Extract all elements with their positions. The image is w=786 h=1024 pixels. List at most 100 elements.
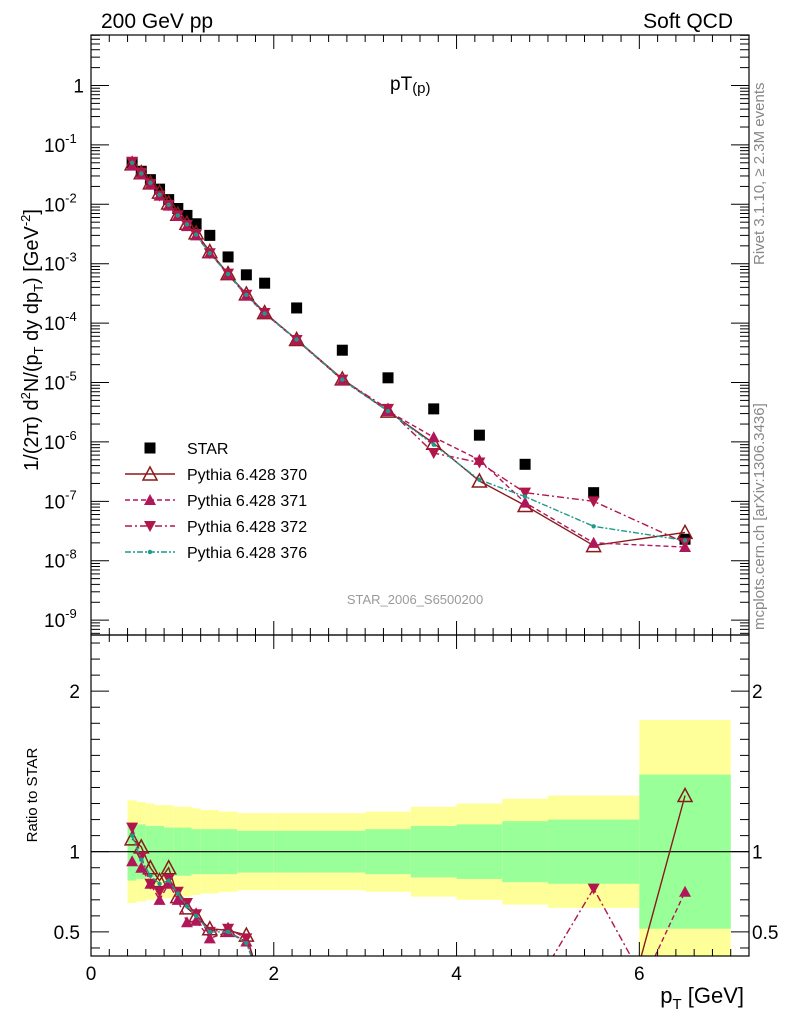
ratio-point-2-3: [153, 886, 166, 898]
data-point-3-18: [587, 496, 600, 508]
ratio-ylabel: Ratio to STAR: [24, 747, 41, 842]
ratio-point-2-2: [144, 878, 157, 890]
data-point-2-18: [587, 536, 600, 548]
y-tick-label: 10-8: [44, 547, 77, 573]
data-point-0-17: [519, 458, 531, 470]
plot-title-main: pT: [390, 74, 413, 95]
data-point-0-15: [428, 403, 440, 415]
legend-label-4: Pythia 6.428 376: [187, 545, 307, 562]
data-point-4-19: [682, 538, 688, 543]
data-point-0-11: [259, 277, 271, 289]
data-point-4-5: [175, 213, 181, 218]
legend-label-1: Pythia 6.428 370: [187, 467, 307, 484]
axes: 0 2 4 6 1 10-1 10-2 10-3 10-4 10-5 10-6 10-7 10-8 10-…: [44, 34, 778, 985]
legend: STAR Pythia 6.428 370 Pythia 6.428 371 Pyth…: [125, 441, 307, 562]
ratio-point-0-4: [160, 859, 177, 875]
ratio-line-3: [131, 835, 252, 956]
data-point-4-2: [148, 180, 153, 186]
data-point-0-4: [163, 194, 175, 206]
y-tick-label: 10-7: [44, 487, 77, 513]
data-point-4-14: [385, 408, 391, 414]
x-tick-label: 0: [86, 964, 97, 985]
data-point-4-10: [244, 292, 249, 297]
ratio-point-3-9: [225, 929, 231, 935]
data-point-3-15: [427, 448, 440, 460]
ratio-point-3-7: [193, 913, 199, 919]
legend-label-2: Pythia 6.428 371: [187, 493, 307, 510]
data-point-4-13: [340, 377, 345, 382]
ratio-point-1-3: [153, 893, 166, 905]
ratio-point-1-1: [135, 861, 148, 873]
legend-marker-2: [144, 494, 156, 505]
data-point-0-18: [588, 487, 600, 499]
data-point-2-15: [427, 431, 440, 443]
ratio-point-3-4: [166, 878, 171, 883]
y-tick-label: 10-6: [44, 428, 77, 454]
ratio-point-0-13: [676, 786, 694, 803]
data-point-1-14: [379, 402, 397, 418]
legend-marker-4: [147, 549, 153, 555]
data-point-4-4: [166, 202, 171, 208]
data-point-0-10: [240, 269, 252, 281]
data-point-0-14: [382, 372, 394, 384]
data-point-3-17: [519, 487, 532, 499]
plot-title-sub: (p): [412, 80, 430, 97]
series-line-1: [131, 163, 686, 547]
ratio-y-tick-label-right: 0.5: [752, 923, 778, 944]
ratio-point-1-13: [679, 885, 692, 897]
data-point-0-13: [336, 344, 348, 356]
y-tick-label: 10-5: [44, 369, 77, 395]
legend-label-0: STAR: [187, 441, 228, 458]
x-tick-label: 2: [268, 964, 279, 985]
ratio-point-3-3: [157, 881, 162, 886]
ratio-point-2-1: [135, 851, 148, 863]
data-point-0-9: [222, 251, 234, 263]
ratio-point-3-5: [175, 891, 181, 896]
plot-title: pT(p): [390, 74, 431, 97]
data-point-4-0: [129, 160, 135, 165]
y-tick-label: 10-2: [44, 190, 77, 216]
ratio-point-2-13: [587, 883, 600, 895]
legend-marker-3: [144, 521, 156, 532]
ratio-point-2-0: [126, 822, 139, 834]
xlabel-sub: T: [672, 996, 681, 1013]
data-point-4-16: [477, 477, 482, 483]
legend-marker-0: [144, 442, 156, 454]
series-line-2: [131, 164, 686, 548]
y-tick-label: 10-1: [44, 131, 77, 157]
ratio-point-1-0: [126, 855, 139, 867]
data-point-1-16: [471, 472, 488, 488]
spectrum-plot: [123, 155, 694, 553]
data-point-4-3: [157, 192, 162, 197]
header-left: 200 GeV pp: [101, 10, 213, 33]
ratio-plot: [91, 786, 749, 956]
header-right: Soft QCD: [643, 10, 733, 33]
data-point-0-12: [291, 302, 303, 314]
ratio-point-2-10: [240, 933, 253, 945]
ratio-point-1-5: [171, 893, 184, 905]
xlabel-unit: [GeV]: [682, 983, 744, 1008]
data-point-4-17: [522, 494, 528, 499]
xlabel-main: p: [660, 983, 672, 1008]
legend-label-3: Pythia 6.428 372: [187, 519, 307, 536]
data-point-4-15: [431, 442, 436, 447]
data-point-3-16: [473, 457, 486, 469]
ratio-point-1-6: [180, 916, 193, 928]
data-point-3-19: [679, 537, 692, 549]
ratio-point-3-10: [244, 940, 249, 946]
data-point-0-8: [204, 229, 216, 241]
ratio-point-3-1: [139, 857, 144, 862]
ratio-y-tick-label: 0.5: [54, 923, 80, 944]
ratio-point-3-2: [148, 873, 153, 878]
data-point-4-18: [591, 524, 596, 529]
ratio-point-3-6: [184, 904, 190, 909]
data-point-4-12: [294, 337, 299, 342]
ratio-y-tick-label: 2: [69, 682, 80, 703]
x-tick-label: 4: [451, 964, 462, 985]
ratio-y-tick-label-right: 1: [752, 843, 763, 864]
ratio-y-tick-label: 1: [69, 843, 80, 864]
series-line-3: [131, 161, 686, 544]
ratio-point-2-6: [180, 898, 193, 910]
data-point-4-6: [184, 222, 190, 227]
